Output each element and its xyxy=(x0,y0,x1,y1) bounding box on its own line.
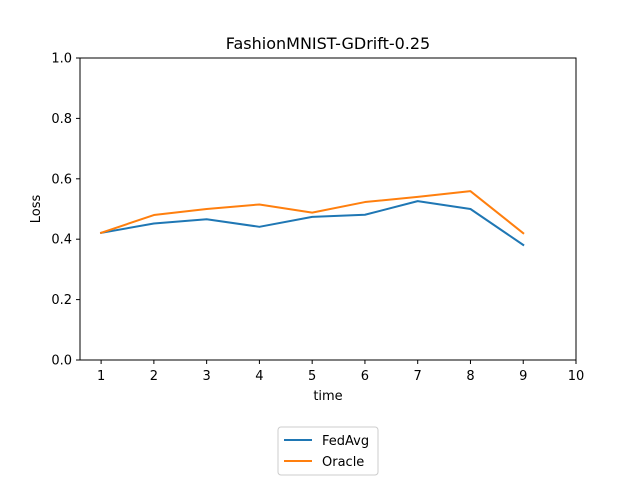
x-tick-label: 5 xyxy=(308,369,316,384)
y-tick-label: 0.6 xyxy=(51,172,72,187)
chart-title: FashionMNIST-GDrift-0.25 xyxy=(226,34,430,53)
legend-label-oracle: Oracle xyxy=(322,455,364,470)
x-tick-label: 4 xyxy=(255,369,263,384)
plot-frame xyxy=(79,57,577,361)
x-axis-label: time xyxy=(313,389,342,404)
x-tick-label: 10 xyxy=(568,369,585,384)
y-tick-label: 0.0 xyxy=(51,354,72,369)
y-tick-label: 0.4 xyxy=(51,233,72,248)
x-tick-label: 6 xyxy=(361,369,369,384)
plot-area: 1 2 3 4 5 6 7 8 9 10 0.0 0.2 0.4 0.6 0.8 1.0 xyxy=(51,52,584,385)
y-tick-label: 0.8 xyxy=(51,112,72,127)
series-line-fedavg xyxy=(99,200,525,247)
y-tick-label: 0.2 xyxy=(51,293,72,308)
x-tick-label: 2 xyxy=(150,369,158,384)
legend: FedAvg Oracle xyxy=(277,426,379,476)
x-tick-label: 9 xyxy=(519,369,527,384)
x-tick-label: 8 xyxy=(466,369,474,384)
y-axis-label: Loss xyxy=(29,195,44,224)
series-line-oracle xyxy=(99,190,525,235)
y-tick-label: 1.0 xyxy=(51,52,72,67)
legend-label-fedavg: FedAvg xyxy=(322,434,369,449)
x-tick-label: 1 xyxy=(97,369,105,384)
x-tick-label: 3 xyxy=(202,369,210,384)
x-tick-label: 7 xyxy=(414,369,422,384)
